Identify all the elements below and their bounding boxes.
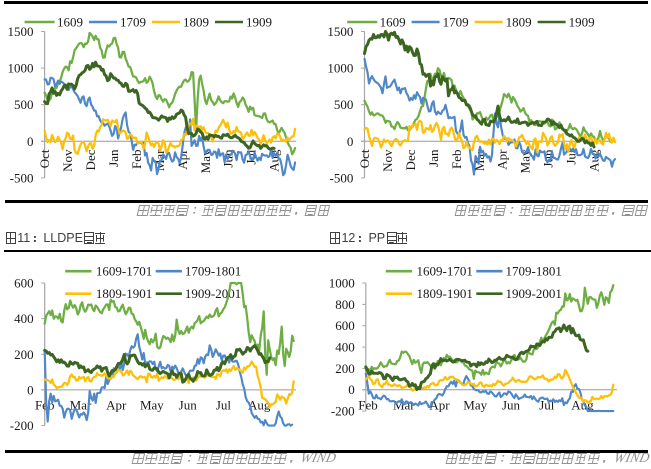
svg-text:Nov: Nov xyxy=(60,149,75,172)
svg-text:200: 200 xyxy=(14,347,34,362)
svg-text:1909: 1909 xyxy=(569,15,595,30)
svg-text:Oct: Oct xyxy=(357,149,372,168)
svg-text:0: 0 xyxy=(347,134,354,149)
svg-text:Apr: Apr xyxy=(175,149,190,170)
svg-text:1500: 1500 xyxy=(8,24,34,39)
svg-text:600: 600 xyxy=(14,276,34,291)
svg-text:Jun: Jun xyxy=(179,398,198,413)
svg-text:-500: -500 xyxy=(330,170,354,185)
svg-text:0: 0 xyxy=(27,134,34,149)
svg-text:500: 500 xyxy=(14,97,34,112)
svg-text:1000: 1000 xyxy=(327,61,353,76)
svg-text:Feb: Feb xyxy=(449,150,464,170)
svg-text:Dec: Dec xyxy=(83,149,98,170)
svg-text:1709: 1709 xyxy=(443,15,469,30)
svg-text:1809: 1809 xyxy=(506,15,532,30)
svg-text:Dec: Dec xyxy=(403,149,418,170)
svg-text:-500: -500 xyxy=(10,170,34,185)
svg-text:1909-2001: 1909-2001 xyxy=(185,286,241,301)
svg-text:500: 500 xyxy=(334,97,354,112)
svg-text:May: May xyxy=(198,149,213,173)
svg-text:400: 400 xyxy=(335,340,355,355)
svg-text:1809-1901: 1809-1901 xyxy=(417,286,473,301)
svg-text:1000: 1000 xyxy=(329,276,355,291)
svg-text:200: 200 xyxy=(335,361,355,376)
svg-text:1709-1801: 1709-1801 xyxy=(185,264,241,279)
svg-text:1609: 1609 xyxy=(57,15,83,30)
svg-text:400: 400 xyxy=(14,311,34,326)
svg-text:Feb: Feb xyxy=(129,150,144,170)
svg-text:Apr: Apr xyxy=(429,398,450,413)
svg-text:0: 0 xyxy=(348,382,355,397)
svg-text:1000: 1000 xyxy=(8,61,34,76)
svg-text:600: 600 xyxy=(335,318,355,333)
svg-text:-200: -200 xyxy=(331,404,355,419)
svg-text:Jan: Jan xyxy=(106,149,121,167)
svg-text:1609: 1609 xyxy=(380,15,406,30)
svg-text:1709: 1709 xyxy=(120,15,146,30)
svg-text:800: 800 xyxy=(335,297,355,312)
svg-text:0: 0 xyxy=(27,382,34,397)
svg-text:Jun: Jun xyxy=(502,398,521,413)
svg-text:May: May xyxy=(463,398,487,413)
svg-text:1909: 1909 xyxy=(246,15,272,30)
svg-text:1609-1701: 1609-1701 xyxy=(417,264,473,279)
svg-text:Oct: Oct xyxy=(37,149,52,168)
svg-text:1909-2001: 1909-2001 xyxy=(506,286,562,301)
svg-text:Aug: Aug xyxy=(248,398,271,413)
svg-text:Apr: Apr xyxy=(106,398,127,413)
svg-text:1500: 1500 xyxy=(327,24,353,39)
svg-text:May: May xyxy=(518,149,533,173)
svg-text:May: May xyxy=(140,398,164,413)
svg-text:1709-1801: 1709-1801 xyxy=(506,264,562,279)
svg-text:-200: -200 xyxy=(10,418,34,433)
svg-text:Aug: Aug xyxy=(587,149,602,172)
svg-text:1609-1701: 1609-1701 xyxy=(96,264,152,279)
svg-text:1809: 1809 xyxy=(183,15,209,30)
svg-text:Feb: Feb xyxy=(358,398,378,413)
svg-text:Nov: Nov xyxy=(380,149,395,172)
svg-text:1809-1901: 1809-1901 xyxy=(96,286,152,301)
svg-text:Jan: Jan xyxy=(426,149,441,167)
svg-text:Jul: Jul xyxy=(216,398,232,413)
svg-text:Apr: Apr xyxy=(495,149,510,170)
